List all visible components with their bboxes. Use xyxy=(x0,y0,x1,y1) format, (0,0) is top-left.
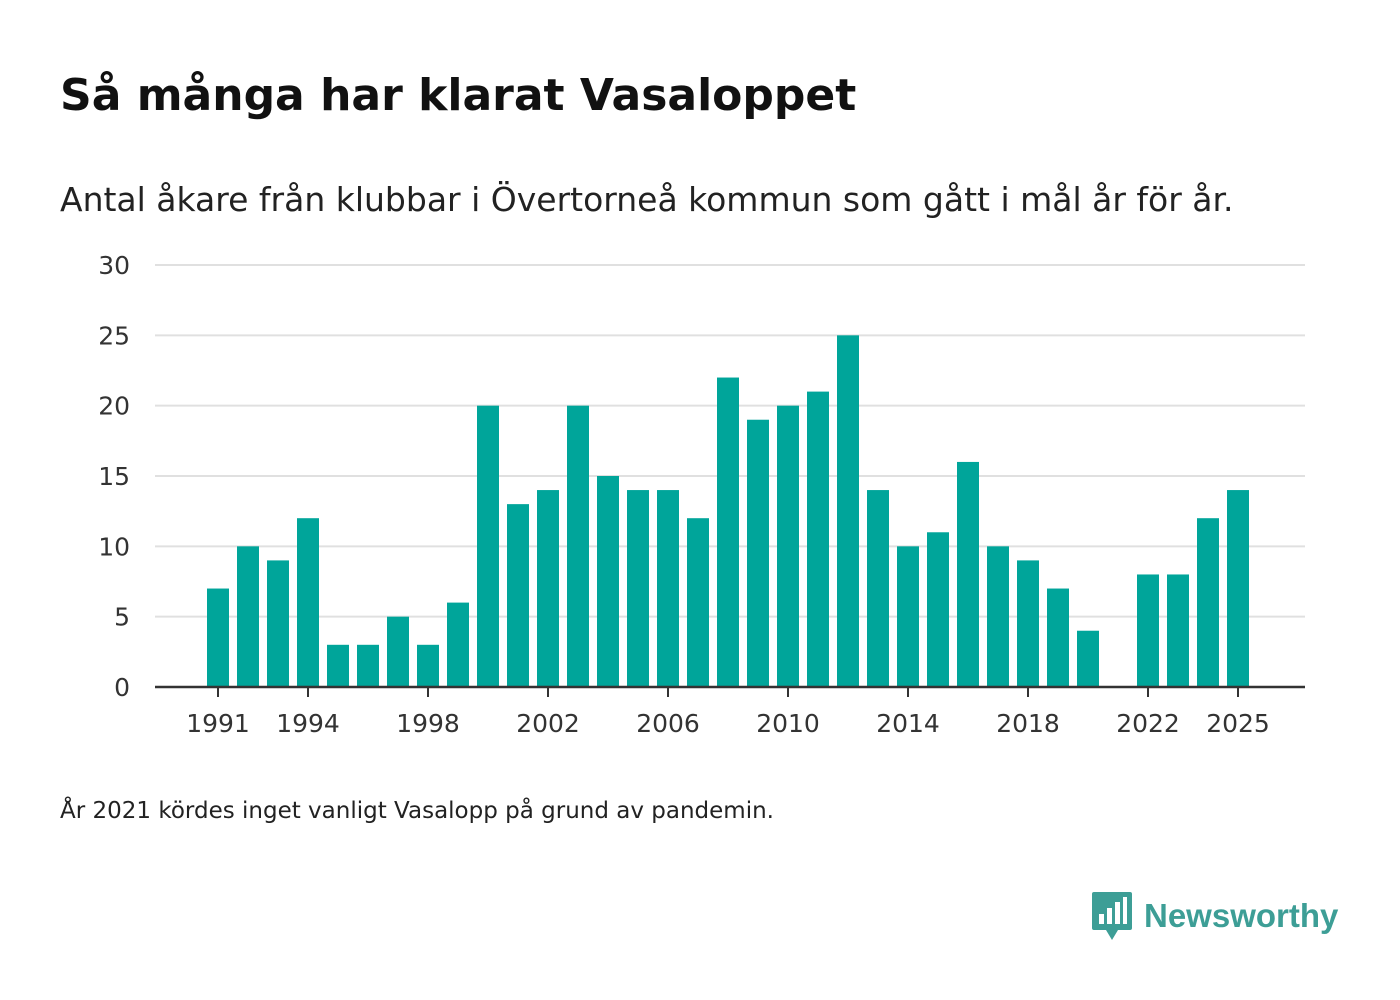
bar-1997 xyxy=(387,616,409,687)
bar-2004 xyxy=(597,476,619,687)
x-tick-label: 2010 xyxy=(756,709,820,738)
y-axis-ticks: 0 5 10 15 20 25 30 xyxy=(98,251,130,702)
bar-2023 xyxy=(1167,574,1189,687)
y-tick-label: 15 xyxy=(98,462,130,491)
x-tick-label: 2025 xyxy=(1206,709,1270,738)
bar-2024 xyxy=(1197,518,1219,687)
bar-2017 xyxy=(987,546,1009,687)
bar-2010 xyxy=(777,405,799,687)
x-tick-label: 2018 xyxy=(996,709,1060,738)
bar-2003 xyxy=(567,405,589,687)
chart-title: Så många har klarat Vasaloppet xyxy=(60,70,857,121)
bar-2011 xyxy=(807,391,829,687)
bar-2013 xyxy=(867,490,889,687)
bar-2018 xyxy=(1017,560,1039,687)
brand-logo: Newsworthy xyxy=(1090,890,1338,942)
bar-2009 xyxy=(747,419,769,687)
bar-2014 xyxy=(897,546,919,687)
bar-1991 xyxy=(207,588,229,687)
bar-2020 xyxy=(1077,630,1099,687)
chart-subtitle: Antal åkare från klubbar i Övertorneå ko… xyxy=(60,180,1234,219)
bar-2006 xyxy=(657,490,679,687)
bar-1994 xyxy=(297,518,319,687)
y-tick-label: 0 xyxy=(114,673,130,702)
bar-1999 xyxy=(447,602,469,687)
bar-1996 xyxy=(357,644,379,687)
y-tick-label: 10 xyxy=(98,532,130,561)
bar-2022 xyxy=(1137,574,1159,687)
bar-2005 xyxy=(627,490,649,687)
bar-chart-speech-bubble-icon xyxy=(1092,892,1132,940)
bar-2007 xyxy=(687,518,709,687)
x-tick-label: 1994 xyxy=(276,709,340,738)
bar-2008 xyxy=(717,377,739,687)
x-tick-label: 1998 xyxy=(396,709,460,738)
x-tick-label: 2022 xyxy=(1116,709,1180,738)
bar-2001 xyxy=(507,504,529,687)
bars xyxy=(207,335,1249,687)
bar-1998 xyxy=(417,644,439,687)
y-tick-label: 20 xyxy=(98,392,130,421)
bar-2015 xyxy=(927,532,949,687)
bar-2002 xyxy=(537,490,559,687)
bar-1993 xyxy=(267,560,289,687)
bar-1995 xyxy=(327,644,349,687)
x-axis-ticks: 1991 1994 1998 2002 2006 2010 2014 2018 2022 2025 xyxy=(186,687,1270,738)
bar-1992 xyxy=(237,546,259,687)
bar-2019 xyxy=(1047,588,1069,687)
x-tick-label: 2006 xyxy=(636,709,700,738)
brand-name: Newsworthy xyxy=(1144,897,1339,934)
bar-2025 xyxy=(1227,490,1249,687)
y-tick-label: 30 xyxy=(98,251,130,280)
y-tick-label: 25 xyxy=(98,321,130,350)
x-tick-label: 2014 xyxy=(876,709,940,738)
bar-2000 xyxy=(477,405,499,687)
x-tick-label: 1991 xyxy=(186,709,250,738)
footnote: År 2021 kördes inget vanligt Vasalopp på… xyxy=(60,798,774,824)
x-tick-label: 2002 xyxy=(516,709,580,738)
bar-2016 xyxy=(957,461,979,687)
bar-2012 xyxy=(837,335,859,687)
y-tick-label: 5 xyxy=(114,603,130,632)
